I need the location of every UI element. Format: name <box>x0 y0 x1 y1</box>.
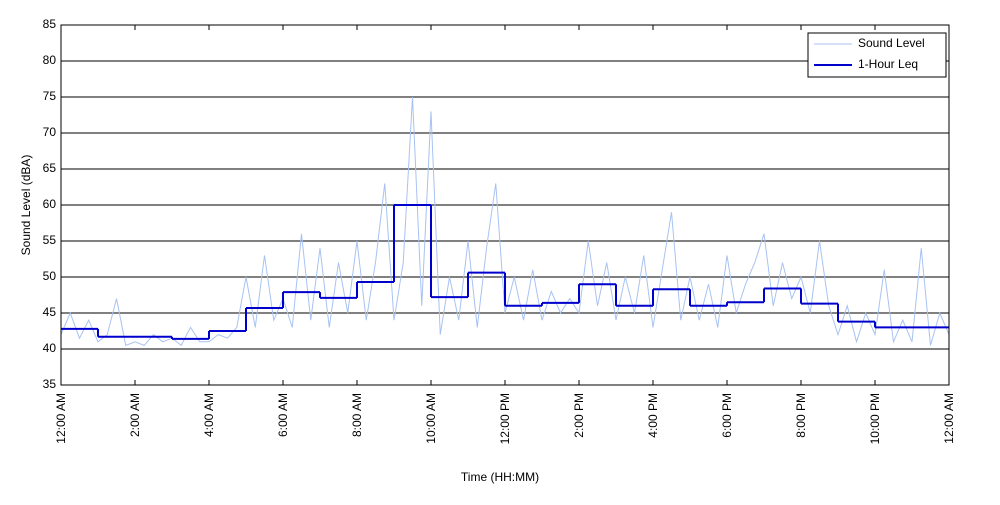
legend-label: 1-Hour Leq <box>858 57 918 71</box>
legend-label: Sound Level <box>858 36 925 50</box>
x-axis-title: Time (HH:MM) <box>461 470 539 484</box>
x-tick-label: 6:00 PM <box>720 393 734 438</box>
y-tick-label: 65 <box>43 161 57 175</box>
y-tick-label: 85 <box>43 17 57 31</box>
plot-frame <box>60 24 950 386</box>
x-tick-label: 12:00 AM <box>54 393 68 444</box>
x-tick-label: 2:00 PM <box>572 393 586 438</box>
x-tick-label: 10:00 PM <box>868 393 882 444</box>
x-tick-label: 8:00 PM <box>794 393 808 438</box>
y-tick-label: 40 <box>43 341 57 355</box>
x-tick-label: 10:00 AM <box>424 393 438 444</box>
y-tick-label: 55 <box>43 233 57 247</box>
x-tick-label: 12:00 AM <box>942 393 956 444</box>
x-tick-label: 2:00 AM <box>128 393 142 437</box>
legend-box <box>807 32 947 78</box>
sound-level-line <box>60 96 950 347</box>
x-tick-label: 4:00 AM <box>202 393 216 437</box>
y-tick-label: 75 <box>43 89 57 103</box>
y-tick-label: 35 <box>43 377 57 391</box>
y-tick-label: 45 <box>43 305 57 319</box>
x-tick-label: 4:00 PM <box>646 393 660 438</box>
y-tick-label: 60 <box>43 197 57 211</box>
x-tick-label: 6:00 AM <box>276 393 290 437</box>
y-tick-label: 70 <box>43 125 57 139</box>
x-tick-label: 8:00 AM <box>350 393 364 437</box>
y-axis-title: Sound Level (dBA) <box>19 155 33 256</box>
y-tick-label: 80 <box>43 53 57 67</box>
y-tick-label: 50 <box>43 269 57 283</box>
x-tick-label: 12:00 PM <box>498 393 512 444</box>
